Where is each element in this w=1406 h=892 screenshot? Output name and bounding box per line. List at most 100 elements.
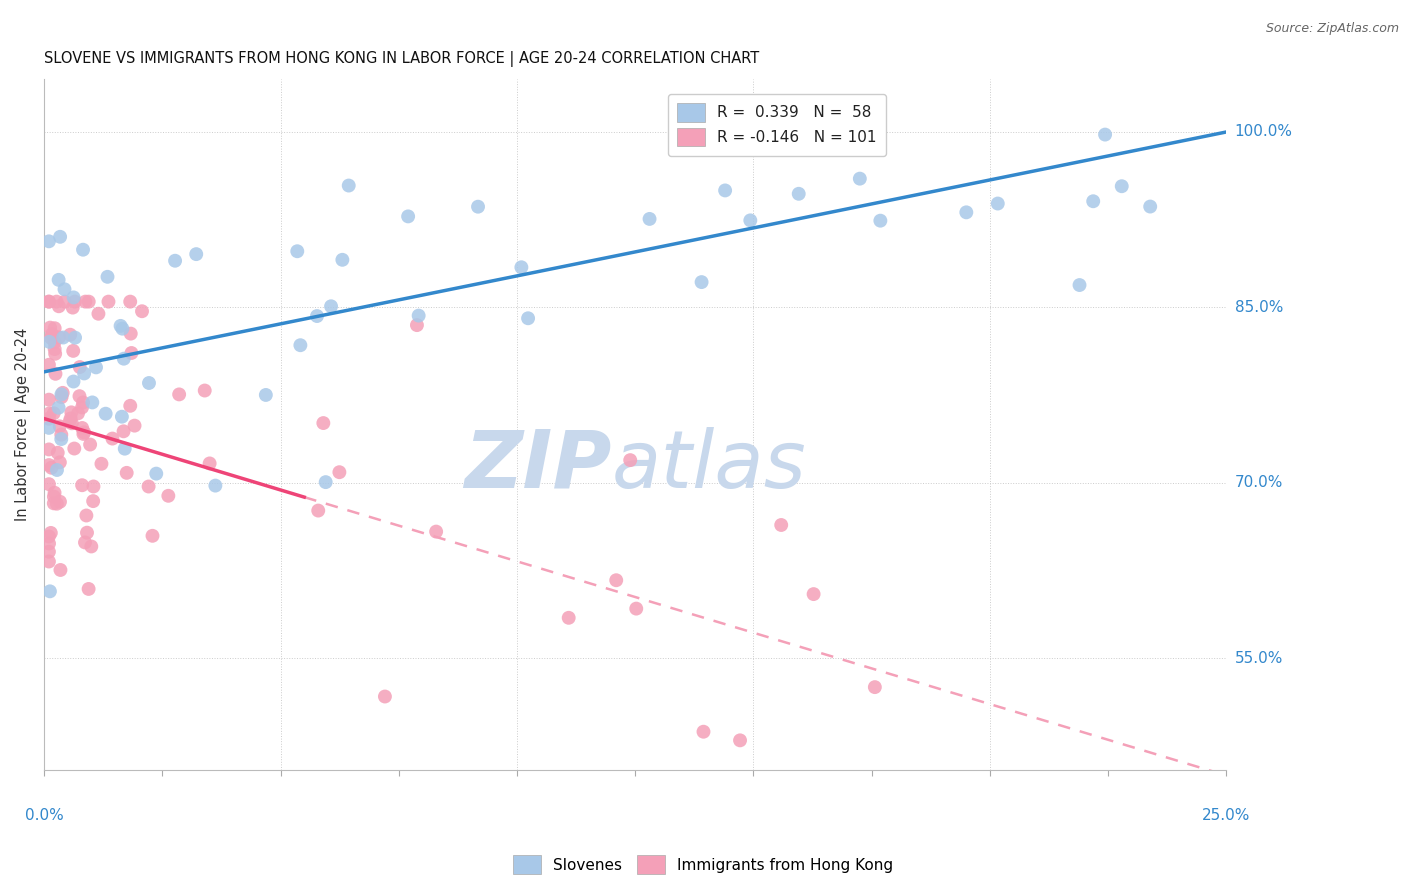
Point [305, 309, 328, 323]
Point [48, 299, 70, 313]
Point [59, 327, 82, 342]
Point [96, 269, 118, 284]
Point [101, 432, 124, 446]
Point [38, 294, 60, 309]
Text: 25.0%: 25.0% [1202, 808, 1250, 823]
Point [120, 294, 142, 309]
Point [1094, 128, 1116, 142]
Point [82, 479, 104, 493]
Point [285, 244, 308, 259]
Text: SLOVENE VS IMMIGRANTS FROM HONG KONG IN LABOR FORCE | AGE 20-24 CORRELATION CHAR: SLOVENE VS IMMIGRANTS FROM HONG KONG IN … [44, 51, 759, 67]
Point [138, 376, 160, 390]
Point [52, 385, 75, 400]
Point [112, 425, 135, 439]
Point [198, 457, 221, 471]
Legend: R =  0.339   N =  58, R = -0.146   N = 101: R = 0.339 N = 58, R = -0.146 N = 101 [668, 94, 886, 155]
Point [70, 421, 93, 435]
Point [714, 183, 737, 197]
Point [44, 321, 66, 335]
Point [59, 415, 82, 429]
Point [97, 294, 120, 309]
Point [38, 529, 60, 543]
Point [396, 210, 419, 224]
Point [626, 601, 648, 615]
Point [60, 405, 83, 419]
Point [406, 318, 429, 332]
Point [740, 213, 762, 227]
Point [63, 294, 86, 309]
Point [167, 387, 190, 401]
Text: Source: ZipAtlas.com: Source: ZipAtlas.com [1265, 22, 1399, 36]
Point [315, 475, 337, 490]
Point [692, 724, 714, 739]
Point [73, 535, 96, 549]
Point [38, 411, 60, 425]
Point [46, 463, 69, 477]
Point [111, 409, 134, 424]
Point [39, 320, 62, 334]
Point [82, 494, 104, 508]
Point [72, 426, 94, 441]
Point [38, 235, 60, 249]
Point [337, 178, 360, 193]
Point [45, 497, 67, 511]
Point [51, 432, 73, 446]
Point [62, 375, 84, 389]
Point [157, 489, 180, 503]
Point [1083, 194, 1105, 209]
Point [728, 733, 751, 747]
Point [84, 360, 107, 375]
Point [39, 331, 62, 345]
Point [87, 307, 110, 321]
Point [42, 406, 65, 420]
Point [77, 582, 100, 596]
Point [69, 359, 91, 374]
Point [38, 554, 60, 568]
Text: atlas: atlas [612, 427, 806, 505]
Point [44, 485, 66, 500]
Point [425, 524, 447, 539]
Point [955, 205, 977, 219]
Point [53, 282, 76, 296]
Point [605, 573, 627, 587]
Point [73, 367, 96, 381]
Point [38, 545, 60, 559]
Text: ZIP: ZIP [464, 427, 612, 505]
Point [69, 389, 91, 403]
Point [114, 442, 136, 456]
Text: 70.0%: 70.0% [1234, 475, 1282, 491]
Point [76, 525, 98, 540]
Point [62, 343, 84, 358]
Point [290, 338, 312, 352]
Point [48, 273, 70, 287]
Point [60, 417, 83, 431]
Point [94, 407, 117, 421]
Point [42, 490, 65, 504]
Point [51, 427, 73, 442]
Point [38, 421, 60, 435]
Point [332, 252, 354, 267]
Point [165, 253, 187, 268]
Point [307, 503, 329, 517]
Point [987, 196, 1010, 211]
Legend: Slovenes, Immigrants from Hong Kong: Slovenes, Immigrants from Hong Kong [508, 849, 898, 880]
Point [49, 229, 72, 244]
Point [49, 419, 72, 434]
Point [186, 247, 208, 261]
Point [194, 384, 217, 398]
Point [374, 690, 396, 704]
Point [52, 330, 75, 344]
Point [51, 390, 73, 404]
Point [49, 494, 72, 508]
Point [312, 416, 335, 430]
Point [38, 536, 60, 550]
Point [45, 294, 67, 309]
Point [38, 334, 60, 349]
Point [44, 342, 66, 356]
Point [204, 478, 226, 492]
Point [124, 418, 146, 433]
Point [90, 457, 112, 471]
Point [49, 563, 72, 577]
Point [46, 446, 69, 460]
Point [517, 311, 540, 326]
